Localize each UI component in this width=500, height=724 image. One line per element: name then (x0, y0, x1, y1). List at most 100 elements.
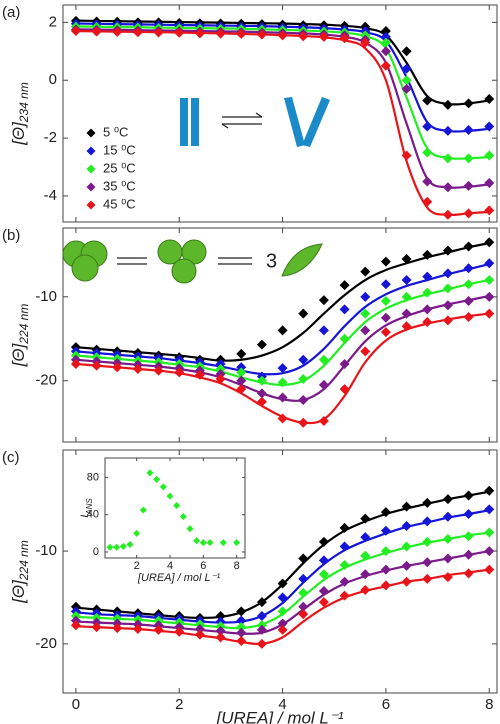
data-point (422, 516, 433, 527)
y-axis-label-main: [Θ] (9, 342, 28, 367)
data-point (442, 572, 453, 583)
data-point (256, 396, 267, 407)
data-point (360, 550, 371, 561)
data-point (277, 363, 288, 374)
data-point (277, 377, 288, 388)
y-tick-label: -20 (35, 372, 57, 389)
legend-label: 15 ⁰C (103, 142, 136, 157)
data-point (113, 543, 121, 551)
data-point (380, 31, 391, 42)
data-point (298, 395, 309, 406)
data-point (215, 374, 226, 385)
data-point (256, 624, 267, 635)
data-point (484, 237, 495, 248)
panel-label: (a) (2, 4, 20, 21)
data-point (380, 580, 391, 591)
trimer (62, 240, 108, 282)
monomer-bar (191, 98, 199, 146)
data-point (298, 31, 309, 42)
fit-curve (75, 509, 490, 624)
data-point (256, 597, 267, 608)
open-bar (284, 97, 305, 147)
data-point (215, 358, 226, 369)
y-axis-label-sub: 224 nm (17, 540, 31, 581)
data-point (360, 325, 371, 336)
data-point (401, 83, 412, 94)
data-point (298, 553, 309, 564)
data-point (174, 27, 185, 38)
x-tick-label: 2 (134, 560, 140, 572)
data-point (132, 27, 143, 38)
data-point (401, 321, 412, 332)
data-point (277, 592, 288, 603)
data-point (236, 627, 247, 638)
data-point (442, 268, 453, 279)
data-point (318, 354, 329, 365)
data-point (484, 275, 495, 286)
data-point (401, 63, 412, 74)
data-point (442, 99, 453, 110)
panel-label: (c) (2, 449, 20, 466)
monomer-leaf (281, 243, 323, 277)
data-point (318, 585, 329, 596)
data-point (318, 295, 329, 306)
data-point (422, 176, 433, 187)
plot-frame (62, 4, 498, 223)
data-point (318, 31, 329, 42)
data-point (153, 475, 161, 483)
data-point (463, 279, 474, 290)
data-point (298, 374, 309, 385)
data-point (186, 525, 194, 533)
data-point (380, 279, 391, 290)
data-point (401, 75, 412, 86)
x-tick-label: 8 (485, 696, 493, 713)
y-axis-label-main: [Θ] (9, 579, 28, 604)
data-point (318, 597, 329, 608)
legend-marker (86, 182, 96, 192)
data-point (277, 606, 288, 617)
data-point (463, 296, 474, 307)
data-point (339, 33, 350, 44)
data-point (401, 46, 412, 57)
y-axis-label-main: I (79, 515, 91, 518)
data-point (463, 208, 474, 219)
data-point (256, 611, 267, 622)
data-point (422, 316, 433, 327)
data-point (193, 537, 201, 545)
data-point (339, 590, 350, 601)
data-point (215, 632, 226, 643)
data-point (236, 606, 247, 617)
data-point (70, 26, 81, 37)
data-point (256, 638, 267, 649)
data-point (360, 513, 371, 524)
data-point (442, 209, 453, 220)
data-point (442, 315, 453, 326)
data-point (360, 346, 371, 357)
y-tick-label: -10 (35, 542, 57, 559)
data-point (360, 532, 371, 543)
data-point (132, 363, 143, 374)
data-point (236, 362, 247, 373)
data-point (91, 360, 102, 371)
data-point (215, 363, 226, 374)
data-point (139, 506, 147, 514)
data-point (236, 375, 247, 386)
y-axis-label: [Θ]234 nm (9, 82, 31, 146)
data-point (380, 546, 391, 557)
data-point (401, 150, 412, 161)
panel-label: (b) (2, 227, 20, 244)
open-bar (302, 97, 330, 147)
data-point (422, 147, 433, 158)
data-point (318, 379, 329, 390)
data-point (463, 311, 474, 322)
x-tick-label: 4 (167, 560, 173, 572)
data-point (360, 308, 371, 319)
data-point (484, 150, 495, 161)
data-point (339, 280, 350, 291)
x-tick-label: 6 (382, 696, 390, 713)
data-point (484, 564, 495, 575)
data-point (277, 325, 288, 336)
data-point (463, 263, 474, 274)
open-trimer (157, 239, 207, 284)
